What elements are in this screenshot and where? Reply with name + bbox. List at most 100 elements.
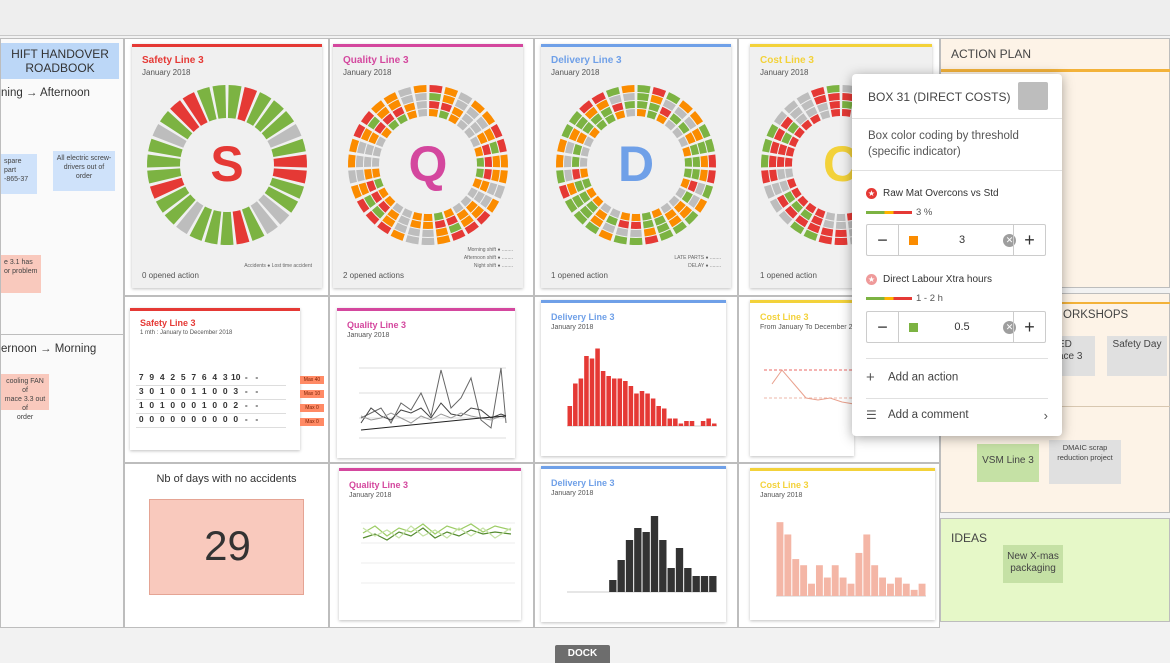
donut-cell <box>678 136 689 148</box>
donut-cell <box>403 102 416 113</box>
bar <box>650 516 659 592</box>
box-color-swatch[interactable] <box>1018 82 1048 110</box>
stepper-value[interactable]: 3 <box>958 234 966 246</box>
donut-cell <box>611 102 624 113</box>
table-cell: 7 <box>138 372 144 382</box>
donut-cell <box>357 141 367 154</box>
donut-cell <box>410 219 422 229</box>
donut-cell <box>556 154 564 168</box>
nodays-box[interactable]: 29 <box>149 499 304 595</box>
donut-cell <box>572 143 583 156</box>
threshold-tag: Max 40 <box>300 376 324 384</box>
bar <box>661 408 667 426</box>
donut-cell <box>348 170 357 184</box>
donut-cell <box>401 208 413 219</box>
table-cell: - <box>255 386 259 396</box>
bar <box>617 560 625 592</box>
workshop-note[interactable]: DMAIC scrap reduction project <box>1049 440 1121 484</box>
bar <box>609 580 617 592</box>
donut-cell <box>417 109 428 117</box>
bar <box>863 534 871 596</box>
cost-line-card[interactable]: Cost Line 3 From January To December 2 <box>750 300 854 456</box>
bar <box>684 568 692 592</box>
ideas-panel[interactable]: IDEAS New X-mas packaging <box>940 518 1170 622</box>
donut-cell <box>390 229 405 241</box>
card-footer: 2 opened actions <box>343 271 404 280</box>
donut-cell <box>467 187 478 199</box>
donut-cell <box>451 229 466 241</box>
delivery-bar-chart <box>567 348 717 427</box>
donut-cell <box>829 101 840 109</box>
donut-cell <box>261 111 295 140</box>
donut-cell <box>500 154 508 168</box>
delivery-bar-card[interactable]: Delivery Line 3 January 2018 <box>541 300 726 456</box>
quality-line-card-2[interactable]: Quality Line 3 January 2018 <box>339 468 521 620</box>
safety-table-card[interactable]: Safety Line 3 1 mth : January to Decembe… <box>130 308 300 450</box>
indicator-2-stepper[interactable]: − 0.5 ✕ + <box>866 311 1046 343</box>
sqdc-card-delivery[interactable]: Delivery Line 3 January 2018 D LATE PART… <box>541 44 731 288</box>
donut-cell <box>481 111 496 126</box>
donut-cell <box>464 127 475 139</box>
donut-cell <box>643 227 657 237</box>
donut-cell <box>422 221 434 229</box>
donut-cell <box>382 113 395 125</box>
donut-cell <box>358 182 370 196</box>
dock-button[interactable]: DOCK <box>555 645 610 663</box>
workshop-note[interactable]: VSM Line 3 <box>977 444 1039 482</box>
donut-cell <box>149 177 185 199</box>
donut-cell <box>440 102 453 113</box>
donut-cell <box>460 195 472 207</box>
donut-cell <box>484 156 492 167</box>
sqdc-card-quality[interactable]: Quality Line 3 January 2018 Q Morning sh… <box>333 44 523 288</box>
donut-cell <box>700 155 708 168</box>
sticky-note[interactable]: All electric screw- drivers out of order <box>53 151 115 191</box>
add-comment-button[interactable]: ☰ Add a comment › <box>866 408 1048 423</box>
clear-icon[interactable]: ✕ <box>1003 234 1016 247</box>
indicator-2: ★ Direct Labour Xtra hours <box>866 274 992 285</box>
sticky-note[interactable]: cooling FAN of mace 3.3 out of order <box>1 374 49 421</box>
bar <box>634 528 642 592</box>
sticky-note[interactable]: spare part -865-37 <box>1 154 37 194</box>
clear-icon[interactable]: ✕ <box>1003 321 1016 334</box>
donut-cell <box>582 178 592 189</box>
donut-cell <box>572 156 580 167</box>
donut-cell <box>475 168 484 178</box>
idea-note[interactable]: New X-mas packaging <box>1003 545 1063 583</box>
add-action-button[interactable]: + Add an action <box>866 369 958 386</box>
box-settings-popup[interactable]: BOX 31 (DIRECT COSTS) Box color coding b… <box>852 74 1062 436</box>
bar <box>578 378 584 426</box>
roadbook-panel[interactable]: HIFT HANDOVER ROADBOOK ning → Afternoon … <box>0 38 125 628</box>
legend: LATE PARTS ● ........ DELAY ● ........ <box>674 255 721 269</box>
donut-cell <box>271 138 306 157</box>
bar <box>617 378 623 426</box>
cost-bar-card[interactable]: Cost Line 3 January 2018 <box>750 468 935 620</box>
donut-cell <box>609 208 621 219</box>
donut-cell <box>481 143 492 156</box>
bar <box>709 576 717 592</box>
donut-cell <box>378 187 389 199</box>
bar <box>808 583 815 596</box>
donut-cell <box>353 124 366 139</box>
delivery-bar-card-2[interactable]: Delivery Line 3 January 2018 <box>541 466 726 622</box>
indicator-1-stepper[interactable]: − 3 ✕ + <box>866 224 1046 256</box>
donut-cell <box>631 213 641 221</box>
sticky-note[interactable]: e 3.1 has or problem <box>1 255 41 293</box>
donut-cell <box>762 138 773 153</box>
bar <box>645 393 650 426</box>
increment-button[interactable]: + <box>1013 312 1045 342</box>
donut-cell <box>769 169 778 182</box>
threshold-tag: Max 10 <box>300 390 324 398</box>
decrement-button[interactable]: − <box>867 225 899 255</box>
donut-cell <box>819 110 831 120</box>
donut-cell <box>364 143 375 156</box>
donut-cell <box>416 101 427 109</box>
workshop-note[interactable]: Safety Day <box>1107 336 1167 376</box>
sqdc-card-safety[interactable]: Safety Line 3 January 2018 S Accidents ●… <box>132 44 322 288</box>
quality-line-card[interactable]: Quality Line 3 January 2018 <box>337 308 515 458</box>
donut-cell <box>595 208 608 221</box>
indicator-1: ★ Raw Mat Overcons vs Std <box>866 188 999 199</box>
increment-button[interactable]: + <box>1013 225 1045 255</box>
decrement-button[interactable]: − <box>867 312 899 342</box>
stepper-value[interactable]: 0.5 <box>954 321 970 333</box>
